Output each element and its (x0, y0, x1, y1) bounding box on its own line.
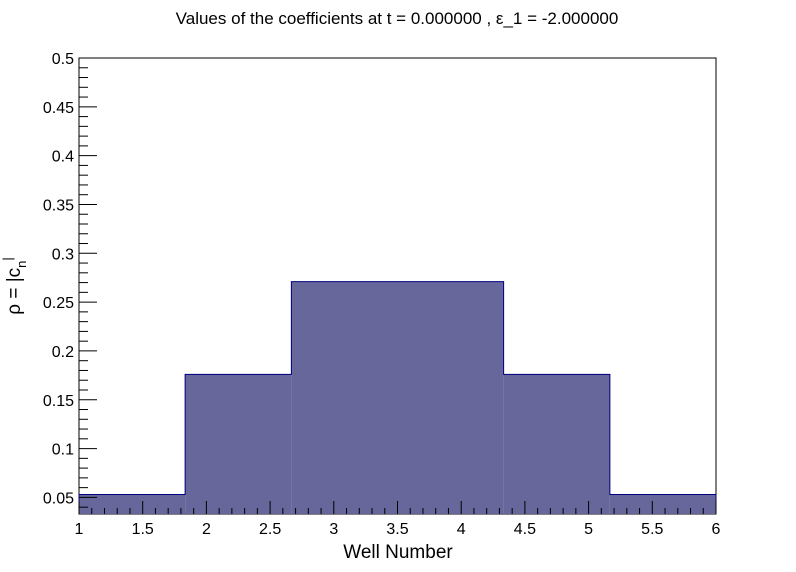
histogram-bars (78, 281, 717, 514)
y-axis-ticks: 0.05 0.1 0.15 0.2 0.25 0.3 0.35 0.4 0.45 0.5 (43, 51, 97, 508)
x-tick-label: 1.5 (132, 521, 154, 538)
x-tick-label: 3 (329, 521, 338, 538)
y-tick-label: 0.3 (52, 246, 74, 263)
x-tick-label: 5.5 (641, 521, 663, 538)
y-axis-label: ρ = |cn| (0, 257, 29, 315)
x-tick-label: 6 (712, 521, 721, 538)
y-axis-label-subscript: n (14, 261, 29, 268)
x-tick-label: 3.5 (386, 521, 408, 538)
x-tick-label: 5 (584, 521, 593, 538)
y-tick-label: 0.05 (43, 490, 74, 507)
y-tick-label: 0.35 (43, 197, 74, 214)
y-axis-label-main: ρ = |c (4, 268, 25, 315)
y-tick-label: 0.45 (43, 100, 74, 117)
histogram-outline (78, 281, 717, 514)
y-tick-label: 0.1 (52, 442, 74, 459)
histogram-bar (291, 281, 398, 514)
y-tick-label: 0.5 (52, 51, 74, 68)
y-tick-label: 0.25 (43, 295, 74, 312)
chart-title: Values of the coefficients at t = 0.0000… (176, 9, 619, 28)
x-tick-label: 1 (75, 521, 84, 538)
x-tick-label: 2 (202, 521, 211, 538)
x-tick-label: 2.5 (259, 521, 281, 538)
histogram-bar (185, 374, 292, 514)
histogram-bar (503, 374, 610, 514)
histogram-bar (609, 494, 716, 514)
histogram-bar (397, 281, 504, 514)
histogram-bar (79, 494, 186, 514)
x-axis-label: Well Number (343, 542, 453, 563)
y-axis-label-superscript: | (0, 257, 15, 260)
y-tick-label: 0.2 (52, 344, 74, 361)
x-axis-ticks: 1 1.5 2 2.5 3 3.5 4 4.5 5 5.5 6 (75, 501, 721, 538)
y-tick-label: 0.15 (43, 393, 74, 410)
x-tick-label: 4.5 (514, 521, 536, 538)
x-tick-label: 4 (457, 521, 466, 538)
y-tick-label: 0.4 (52, 149, 74, 166)
